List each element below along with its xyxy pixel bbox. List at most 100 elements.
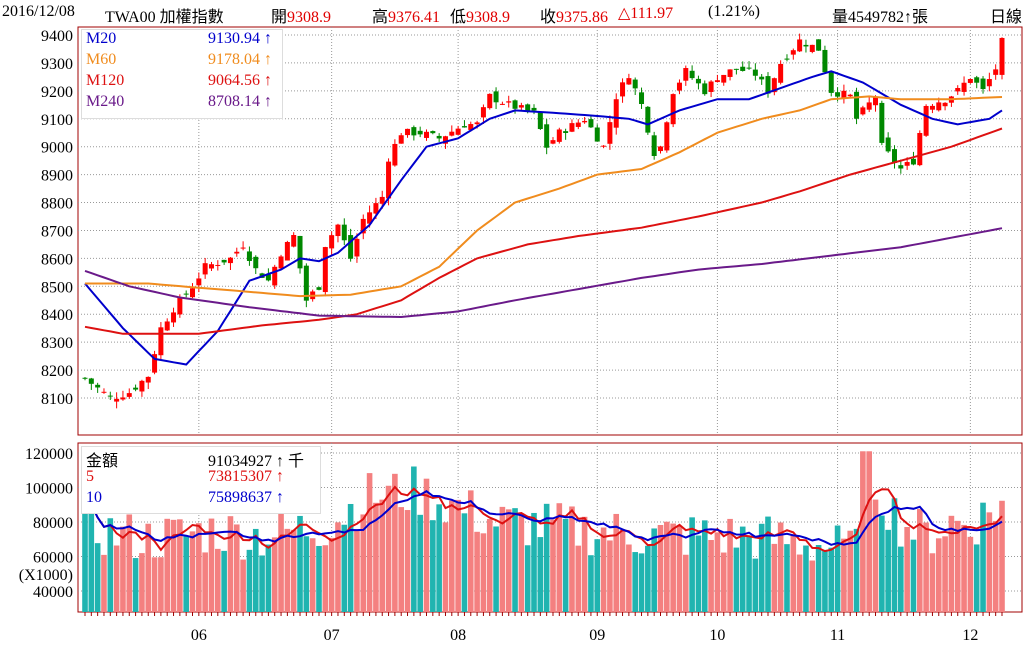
candle bbox=[620, 82, 626, 97]
candle bbox=[746, 67, 752, 69]
ma120-line bbox=[84, 127, 1003, 335]
volume-bar bbox=[695, 535, 702, 612]
legend-row: 10 75898637 ↑ bbox=[82, 489, 320, 510]
candle bbox=[733, 68, 739, 70]
candle bbox=[461, 126, 467, 128]
volume-bar bbox=[417, 514, 423, 612]
candle bbox=[253, 256, 259, 269]
candle bbox=[367, 212, 373, 224]
price-tick-label: 8200 bbox=[41, 363, 73, 380]
candle bbox=[809, 44, 815, 52]
candle bbox=[803, 44, 809, 47]
volume-bar bbox=[240, 559, 246, 612]
volume-bar bbox=[411, 466, 417, 612]
volume-bar bbox=[916, 509, 923, 612]
candle bbox=[265, 274, 271, 281]
volume-bar bbox=[189, 531, 196, 612]
candle bbox=[986, 79, 992, 87]
candle bbox=[373, 203, 379, 214]
volume-bar bbox=[316, 545, 322, 612]
symbol: TWA00 加權指數 bbox=[105, 9, 224, 26]
candle bbox=[778, 63, 784, 83]
candle bbox=[645, 106, 651, 133]
candle bbox=[215, 264, 221, 266]
candle bbox=[493, 91, 499, 103]
candle bbox=[316, 287, 322, 290]
candle bbox=[797, 39, 803, 52]
volume-bar bbox=[177, 519, 183, 612]
price-tick-label: 8500 bbox=[41, 279, 73, 296]
volume-bar bbox=[158, 557, 164, 612]
low-stat: 低9308.9 bbox=[450, 3, 510, 27]
candle bbox=[626, 78, 632, 85]
candle bbox=[860, 107, 866, 115]
volume-bar bbox=[581, 516, 588, 612]
period-selector[interactable]: 日線 bbox=[990, 9, 1023, 26]
candle bbox=[411, 127, 417, 136]
close-label: 收 bbox=[540, 9, 557, 26]
candle bbox=[816, 39, 822, 51]
candle bbox=[512, 100, 518, 109]
volume-bar bbox=[531, 512, 537, 612]
volume-bar bbox=[88, 504, 95, 612]
volume-bar bbox=[202, 552, 208, 612]
price-tick-label: 9200 bbox=[41, 84, 73, 101]
candle bbox=[721, 74, 727, 83]
candle bbox=[341, 224, 347, 241]
candle bbox=[740, 66, 746, 71]
change-value: △111.97 bbox=[618, 5, 674, 22]
volume-bar bbox=[480, 533, 487, 612]
volume-bar bbox=[524, 545, 531, 612]
volume-bar bbox=[632, 552, 638, 612]
volume-bar bbox=[227, 516, 234, 612]
volume-bar bbox=[309, 538, 316, 612]
volume-bar bbox=[436, 504, 442, 612]
candle bbox=[847, 94, 853, 97]
candle bbox=[152, 354, 158, 373]
candle bbox=[664, 122, 670, 151]
volume-bar bbox=[379, 499, 386, 612]
candle bbox=[398, 135, 404, 144]
legend-value: 73815307 ↑ bbox=[208, 468, 284, 485]
candle bbox=[974, 77, 980, 83]
volume-bar bbox=[259, 555, 265, 612]
volume-bar bbox=[986, 512, 993, 612]
volume-bar bbox=[569, 506, 575, 612]
volume-bar bbox=[885, 529, 891, 612]
candle bbox=[942, 102, 948, 107]
legend-row: 金額 91034927 ↑ 千 bbox=[82, 447, 320, 470]
legend-value: 91034927 ↑ 千 bbox=[208, 453, 305, 470]
volume-label: 量 bbox=[832, 9, 849, 26]
volume-bar bbox=[948, 515, 955, 612]
candle bbox=[88, 378, 94, 384]
volume-bar bbox=[284, 528, 291, 612]
volume-bar bbox=[347, 503, 354, 612]
volume-bar bbox=[449, 500, 455, 612]
candle bbox=[284, 241, 290, 261]
volume-bar bbox=[82, 504, 88, 612]
candle bbox=[537, 111, 543, 130]
volume-bar bbox=[980, 502, 986, 612]
candle bbox=[961, 82, 967, 92]
volume-bar bbox=[777, 522, 784, 612]
candle bbox=[910, 158, 916, 165]
volume-bar bbox=[278, 511, 284, 612]
candle bbox=[967, 78, 973, 83]
candle bbox=[702, 83, 708, 95]
volume-bar bbox=[543, 503, 550, 612]
volume-bar bbox=[246, 549, 253, 612]
ma-legend: M20 9130.94 ↑ M60 9178.04 ↑ M120 9064.56 ↑ M24… bbox=[81, 29, 283, 119]
volume-bar bbox=[828, 547, 835, 612]
volume-bar bbox=[341, 524, 348, 612]
month-tick-label: 12 bbox=[962, 627, 978, 644]
volume-bar bbox=[493, 526, 499, 612]
candle bbox=[575, 122, 581, 127]
candle bbox=[335, 224, 341, 237]
volume-bar bbox=[290, 529, 297, 612]
candle bbox=[221, 259, 227, 263]
volume-bar bbox=[398, 507, 405, 612]
volume-bar bbox=[701, 520, 708, 612]
volume-bar bbox=[879, 515, 885, 612]
volume-bar bbox=[562, 518, 569, 612]
volume-bar bbox=[392, 473, 398, 612]
